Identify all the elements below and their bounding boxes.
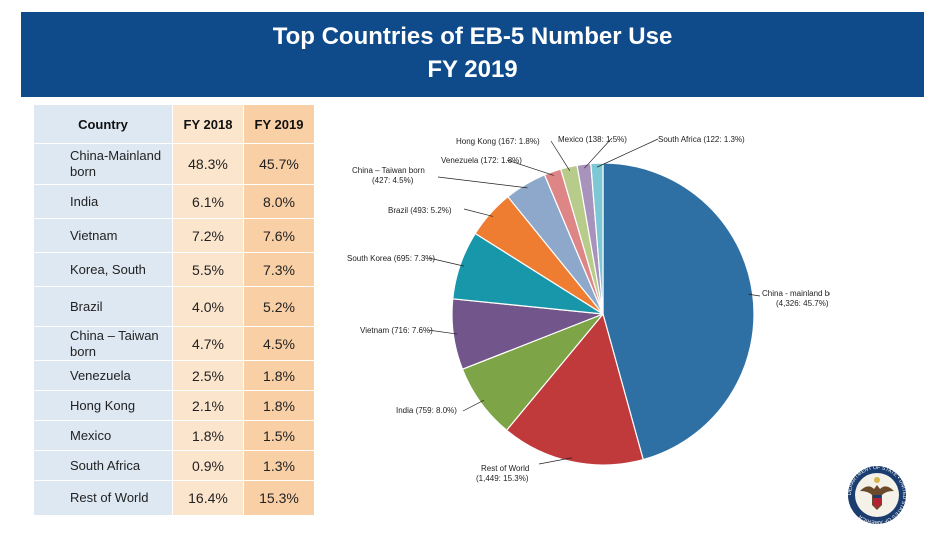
country-table: Country FY 2018 FY 2019 China-Mainland b…	[33, 104, 315, 516]
slice-label: Vietnam (716: 7.6%)	[360, 326, 433, 335]
table-row: Mexico 1.8% 1.5%	[33, 420, 315, 451]
fy2018-cell: 16.4%	[172, 480, 244, 516]
leader-line	[428, 257, 465, 267]
pie-chart: China - mainland born(4,326: 45.7%) Rest …	[347, 135, 830, 483]
fy2019-cell: 1.8%	[243, 360, 315, 391]
leader-line	[596, 138, 659, 168]
table-header-row: Country FY 2018 FY 2019	[33, 104, 315, 144]
table-row: Venezuela 2.5% 1.8%	[33, 360, 315, 391]
fy2019-cell: 5.2%	[243, 286, 315, 327]
table-row: Korea, South 5.5% 7.3%	[33, 252, 315, 287]
country-cell: China – Taiwan born	[33, 326, 173, 361]
fy2018-cell: 1.8%	[172, 420, 244, 451]
leader-line	[506, 159, 555, 176]
table-row: Rest of World 16.4% 15.3%	[33, 480, 315, 516]
country-cell: Venezuela	[33, 360, 173, 391]
country-cell: Vietnam	[33, 218, 173, 253]
table-row: South Africa 0.9% 1.3%	[33, 450, 315, 481]
slice-label: India (759: 8.0%)	[396, 406, 457, 415]
slice-label: Rest of World	[481, 464, 529, 473]
country-cell: Rest of World	[33, 480, 173, 516]
fy2019-cell: 8.0%	[243, 184, 315, 219]
slice-label: China – Taiwan born	[352, 166, 425, 175]
header-fy2018: FY 2018	[172, 104, 244, 144]
leader-line	[550, 140, 571, 171]
slice-label: Mexico (138: 1.5%)	[558, 135, 627, 144]
fy2018-cell: 2.1%	[172, 390, 244, 421]
country-cell: Korea, South	[33, 252, 173, 287]
fy2018-cell: 6.1%	[172, 184, 244, 219]
header-fy2019: FY 2019	[243, 104, 315, 144]
table-row: Brazil 4.0% 5.2%	[33, 286, 315, 327]
pie-slice-rest-of-world	[505, 312, 644, 466]
country-cell: Brazil	[33, 286, 173, 327]
fy2019-cell: 4.5%	[243, 326, 315, 361]
table-row: Vietnam 7.2% 7.6%	[33, 218, 315, 253]
slice-label: (4,326: 45.7%)	[776, 299, 829, 308]
fy2019-cell: 1.8%	[243, 390, 315, 421]
leader-line	[427, 329, 458, 335]
slice-label: South Africa (122: 1.3%)	[658, 135, 745, 144]
fy2019-cell: 7.6%	[243, 218, 315, 253]
leader-line	[748, 293, 761, 297]
fy2018-cell: 5.5%	[172, 252, 244, 287]
table-row: China – Taiwan born 4.7% 4.5%	[33, 326, 315, 361]
fy2018-cell: 2.5%	[172, 360, 244, 391]
fy2019-cell: 1.5%	[243, 420, 315, 451]
fy2018-cell: 7.2%	[172, 218, 244, 253]
slice-label: China - mainland born	[762, 289, 830, 298]
page-subtitle: FY 2019	[427, 56, 518, 83]
leader-line	[584, 137, 613, 169]
country-cell: India	[33, 184, 173, 219]
country-cell: Hong Kong	[33, 390, 173, 421]
eagle-icon	[860, 477, 894, 510]
department-of-state-seal: DEPARTMENT OF STATE • UNITED STATES OF A…	[847, 465, 907, 525]
slice-label: (1,449: 15.3%)	[476, 474, 529, 483]
fy2018-cell: 4.0%	[172, 286, 244, 327]
leader-line	[437, 176, 528, 189]
pie-slice-south-africa	[590, 162, 604, 315]
title-banner: Top Countries of EB-5 Number Use FY 2019	[21, 12, 924, 97]
slice-label: South Korea (695: 7.3%)	[347, 254, 435, 263]
fy2018-cell: 0.9%	[172, 450, 244, 481]
slice-label: Hong Kong (167: 1.8%)	[456, 137, 540, 146]
leader-line	[462, 399, 485, 412]
table-row: India 6.1% 8.0%	[33, 184, 315, 219]
table-row: Hong Kong 2.1% 1.8%	[33, 390, 315, 421]
header-country: Country	[33, 104, 173, 144]
slice-label: (427: 4.5%)	[372, 176, 414, 185]
fy2019-cell: 1.3%	[243, 450, 315, 481]
country-cell: South Africa	[33, 450, 173, 481]
country-cell: China-Mainland born	[33, 143, 173, 185]
fy2019-cell: 45.7%	[243, 143, 315, 185]
leader-line	[463, 208, 494, 217]
fy2018-cell: 4.7%	[172, 326, 244, 361]
fy2019-cell: 7.3%	[243, 252, 315, 287]
fy2018-cell: 48.3%	[172, 143, 244, 185]
pie-slice-china-mainland-born	[602, 162, 755, 461]
slice-label: Venezuela (172: 1.8%)	[441, 156, 522, 165]
slice-label: Brazil (493: 5.2%)	[388, 206, 452, 215]
table-row: China-Mainland born 48.3% 45.7%	[33, 143, 315, 185]
country-cell: Mexico	[33, 420, 173, 451]
fy2019-cell: 15.3%	[243, 480, 315, 516]
page-title: Top Countries of EB-5 Number Use	[272, 23, 673, 50]
leader-line	[538, 457, 573, 465]
